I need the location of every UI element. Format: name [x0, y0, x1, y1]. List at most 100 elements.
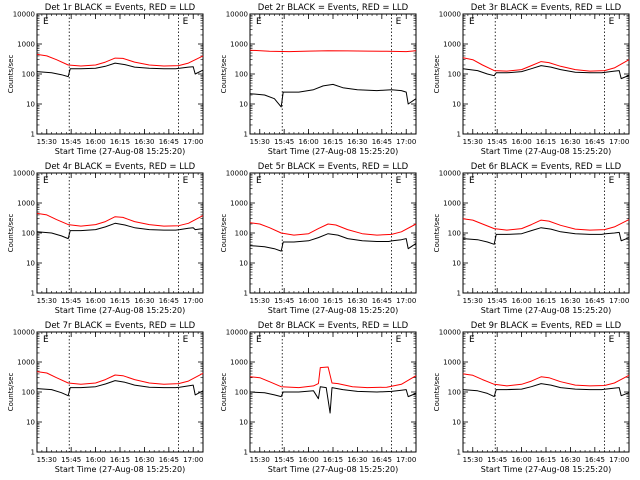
- x-tick-label: 16:00: [511, 297, 531, 305]
- x-tick-label: 16:30: [347, 138, 367, 146]
- x-tick-label: 16:30: [134, 456, 154, 464]
- x-tick-label: 16:00: [298, 456, 318, 464]
- y-tick-label: 1: [457, 290, 461, 298]
- x-axis-label: Start Time (27-Aug-08 15:25:20): [481, 147, 612, 156]
- y-tick-label: 1: [31, 131, 35, 139]
- y-tick-label: 10: [452, 260, 461, 268]
- x-tick-label: 15:30: [37, 138, 57, 146]
- x-tick-label: 16:00: [511, 138, 531, 146]
- y-tick-label: 1: [457, 131, 461, 139]
- chart-panel-6: Det 6r BLACK = Events, RED = LLD 1 10 100 10…: [433, 162, 630, 315]
- x-tick-label: 16:15: [110, 456, 130, 464]
- y-tick-label: 1: [244, 449, 248, 457]
- x-axis-label: Start Time (27-Aug-08 15:25:20): [55, 465, 186, 474]
- y-tick-label: 10: [239, 260, 248, 268]
- y-tick-label: 1: [31, 290, 35, 298]
- plot-frame: [36, 331, 204, 453]
- x-tick-label: 16:30: [560, 297, 580, 305]
- y-tick-label: 100: [22, 389, 35, 397]
- x-tick-label: 16:15: [323, 138, 343, 146]
- x-tick-label: 15:45: [61, 456, 81, 464]
- events-series-line: [249, 83, 417, 108]
- y-tick-label: 10000: [13, 11, 35, 19]
- lld-series-line: [249, 222, 417, 236]
- e-marker-label: E: [396, 176, 402, 186]
- y-tick-label: 100: [235, 389, 248, 397]
- chart-title: Det 7r BLACK = Events, RED = LLD: [45, 321, 196, 331]
- chart-title: Det 6r BLACK = Events, RED = LLD: [471, 162, 622, 172]
- plot-frame: [249, 13, 417, 135]
- x-tick-label: 16:15: [110, 297, 130, 305]
- chart-title: Det 4r BLACK = Events, RED = LLD: [45, 162, 196, 172]
- x-axis-label: Start Time (27-Aug-08 15:25:20): [268, 465, 399, 474]
- e-marker-label: E: [469, 17, 475, 27]
- lld-series-line: [36, 53, 204, 67]
- events-series-line: [249, 233, 417, 252]
- chart-title: Det 9r BLACK = Events, RED = LLD: [471, 321, 622, 331]
- lld-series-line: [462, 373, 630, 387]
- y-axis-label: Counts/sec: [220, 373, 228, 412]
- x-tick-label: 16:00: [298, 138, 318, 146]
- plot-frame: [36, 172, 204, 294]
- x-tick-label: 16:15: [323, 297, 343, 305]
- lld-series-line: [36, 371, 204, 385]
- y-tick-label: 100: [448, 389, 461, 397]
- y-tick-label: 1000: [443, 200, 461, 208]
- y-axis-label: Counts/sec: [433, 214, 441, 253]
- y-tick-label: 10000: [13, 329, 35, 337]
- x-tick-label: 16:45: [585, 456, 605, 464]
- x-tick-label: 17:00: [609, 138, 629, 146]
- x-axis-label: Start Time (27-Aug-08 15:25:20): [268, 306, 399, 315]
- x-tick-label: 16:00: [85, 456, 105, 464]
- y-tick-label: 1: [457, 449, 461, 457]
- e-marker-label: E: [609, 335, 615, 345]
- e-marker-label: E: [43, 17, 49, 27]
- x-tick-label: 15:45: [487, 456, 507, 464]
- x-tick-label: 16:15: [110, 138, 130, 146]
- x-tick-label: 16:00: [85, 297, 105, 305]
- lld-series-line: [249, 366, 417, 389]
- lld-series-line: [249, 49, 417, 53]
- e-marker-label: E: [256, 17, 262, 27]
- y-tick-label: 1000: [17, 41, 35, 49]
- chart-panel-7: Det 7r BLACK = Events, RED = LLD 1 10 100 10…: [7, 321, 204, 474]
- x-tick-label: 15:30: [250, 297, 270, 305]
- lld-series-line: [36, 212, 204, 227]
- plot-frame: [249, 331, 417, 453]
- x-tick-label: 15:45: [274, 297, 294, 305]
- chart-panel-2: Det 2r BLACK = Events, RED = LLD 1 10 100 10…: [220, 3, 417, 156]
- y-tick-label: 1: [244, 290, 248, 298]
- x-tick-label: 17:00: [396, 456, 416, 464]
- x-tick-label: 16:45: [159, 456, 179, 464]
- y-tick-label: 1: [31, 449, 35, 457]
- lld-series-line: [462, 218, 630, 231]
- x-tick-label: 15:45: [61, 138, 81, 146]
- plot-frame: [249, 172, 417, 294]
- chart-title: Det 5r BLACK = Events, RED = LLD: [258, 162, 409, 172]
- chart-title: Det 3r BLACK = Events, RED = LLD: [471, 3, 622, 13]
- x-tick-label: 15:45: [274, 138, 294, 146]
- x-tick-label: 16:45: [585, 138, 605, 146]
- y-tick-label: 1000: [230, 200, 248, 208]
- y-axis-label: Counts/sec: [433, 373, 441, 412]
- e-marker-label: E: [256, 335, 262, 345]
- x-tick-label: 15:30: [463, 138, 483, 146]
- x-axis-label: Start Time (27-Aug-08 15:25:20): [55, 147, 186, 156]
- chart-title: Det 1r BLACK = Events, RED = LLD: [45, 3, 196, 13]
- x-tick-label: 15:30: [463, 297, 483, 305]
- y-tick-label: 10000: [439, 11, 461, 19]
- y-tick-label: 100: [448, 230, 461, 238]
- chart-panel-9: Det 9r BLACK = Events, RED = LLD 1 10 100 10…: [433, 321, 630, 474]
- y-tick-label: 10: [452, 101, 461, 109]
- y-tick-label: 10: [239, 101, 248, 109]
- e-marker-label: E: [396, 335, 402, 345]
- y-axis-label: Counts/sec: [7, 55, 15, 94]
- y-tick-label: 100: [235, 71, 248, 79]
- y-tick-label: 10000: [226, 170, 248, 178]
- x-tick-label: 16:45: [372, 297, 392, 305]
- x-tick-label: 15:30: [37, 456, 57, 464]
- y-tick-label: 10: [26, 101, 35, 109]
- x-axis-label: Start Time (27-Aug-08 15:25:20): [481, 465, 612, 474]
- y-tick-label: 10000: [439, 329, 461, 337]
